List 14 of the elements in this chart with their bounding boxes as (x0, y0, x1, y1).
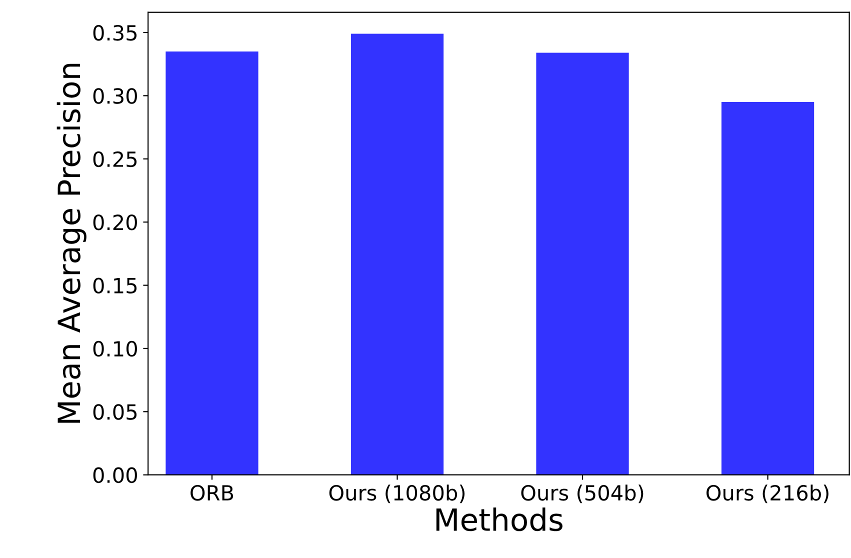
x-tick-label: Ours (1080b) (329, 484, 465, 504)
y-tick-label: 0.00 (93, 467, 137, 484)
y-tick-label: 0.10 (93, 340, 137, 357)
x-tick-label: ORB (190, 484, 234, 501)
y-tick-label: 0.30 (93, 88, 137, 104)
y-tick-label: 0.20 (93, 214, 137, 230)
y-tick-label: 0.15 (93, 278, 137, 294)
x-tick-label: Ours (216b) (706, 484, 828, 504)
x-tick-label: Ours (504b) (521, 484, 644, 504)
x-axis-title: Methods (436, 508, 562, 532)
y-tick-label: 0.05 (93, 404, 137, 420)
y-tick-label: 0.35 (93, 24, 137, 41)
y-tick-label: 0.25 (93, 151, 137, 168)
y-axis-title: Mean Average Precision (56, 64, 86, 423)
